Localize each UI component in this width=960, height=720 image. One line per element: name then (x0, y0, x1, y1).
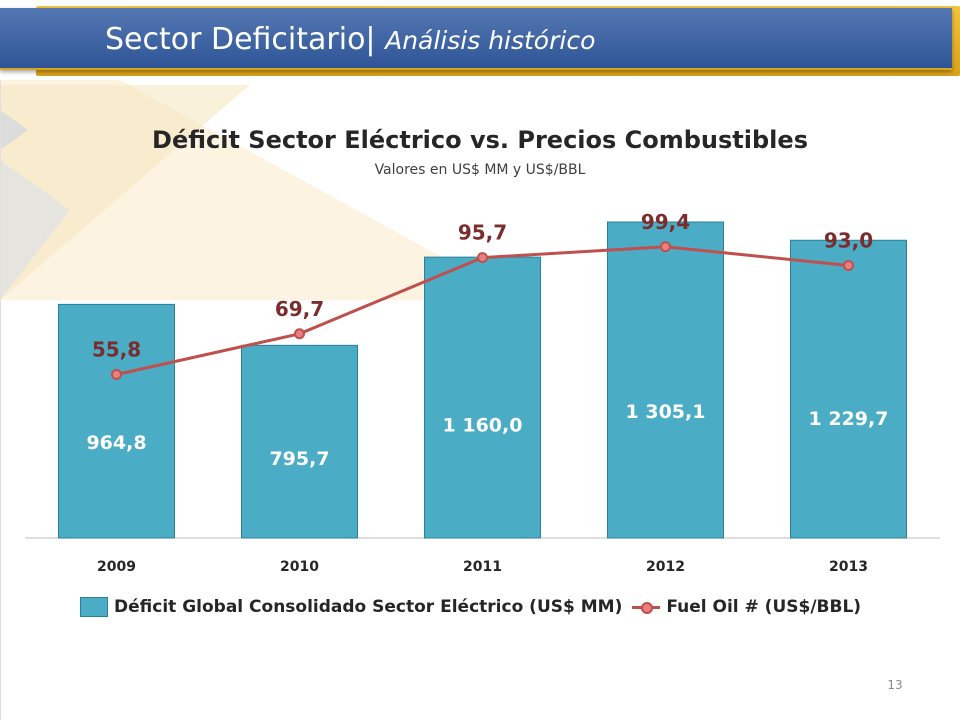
x-tick-label-2010: 2010 (280, 559, 319, 575)
line-label-2012: 99,4 (641, 210, 690, 234)
x-tick-label-2009: 2009 (97, 559, 136, 575)
line-label-2009: 55,8 (92, 338, 141, 362)
legend-bar-label: Déficit Global Consolidado Sector Eléctr… (114, 597, 623, 617)
chart-title: Déficit Sector Eléctrico vs. Precios Com… (152, 126, 808, 154)
legend-line-swatch (632, 598, 661, 616)
bar-label-2012: 1 305,1 (626, 401, 706, 423)
legend-bar-swatch (80, 597, 108, 617)
bar-label-2009: 964,8 (86, 432, 146, 454)
page-number: 13 (887, 678, 903, 692)
x-tick-label-2011: 2011 (463, 559, 502, 575)
chart-subtitle: Valores en US$ MM y US$/BBL (374, 162, 586, 178)
bar-label-2010: 795,7 (269, 448, 329, 470)
line-point-2009 (111, 369, 122, 381)
bar-label-2013: 1 229,7 (809, 408, 889, 430)
bar-2011 (424, 256, 541, 539)
x-tick-label-2013: 2013 (829, 559, 868, 575)
legend-line-label: Fuel Oil # (US$/BBL) (666, 597, 862, 617)
bar-2013 (790, 239, 907, 539)
header-bar (0, 8, 952, 70)
line-point-2011 (477, 252, 488, 264)
line-point-2013 (843, 260, 854, 272)
line-label-2011: 95,7 (458, 221, 507, 245)
line-label-2010: 69,7 (275, 297, 324, 321)
page-title-subtitle: Análisis histórico (385, 26, 596, 55)
bar-2010 (241, 344, 358, 539)
page-title: Sector Deficitario| Análisis histórico (105, 22, 595, 57)
bar-label-2011: 1 160,0 (443, 414, 523, 436)
bar-2012 (607, 221, 724, 539)
x-tick-label-2012: 2012 (646, 559, 685, 575)
line-point-2012 (660, 241, 671, 253)
page-title-main: Sector Deficitario| (105, 22, 376, 57)
bar-2009 (58, 303, 175, 539)
line-label-2013: 93,0 (824, 229, 873, 253)
line-point-2010 (294, 328, 305, 340)
chart-legend: Déficit Global Consolidado Sector Eléctr… (80, 594, 861, 620)
